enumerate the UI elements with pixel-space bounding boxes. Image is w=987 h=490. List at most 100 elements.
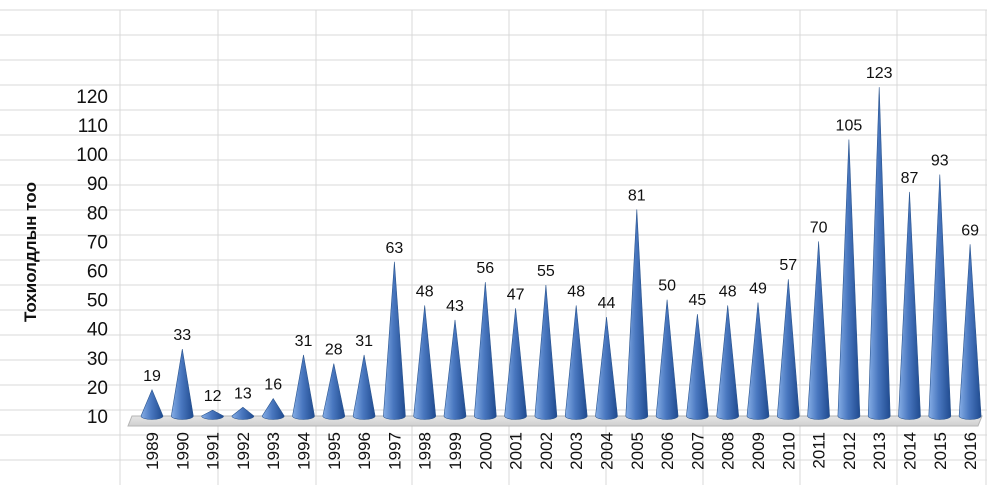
data-label: 28 xyxy=(325,342,343,359)
data-label: 93 xyxy=(931,152,949,169)
data-cone xyxy=(746,302,770,420)
x-tick-label: 2015 xyxy=(931,432,950,470)
data-label: 49 xyxy=(749,281,767,298)
y-tick-label: 70 xyxy=(87,232,108,253)
cone-body xyxy=(383,261,406,420)
data-label: 63 xyxy=(386,240,404,257)
cone-body xyxy=(140,389,164,420)
x-tick-label: 2013 xyxy=(870,432,889,470)
data-label: 13 xyxy=(234,385,252,402)
data-cone xyxy=(928,174,952,420)
data-label: 50 xyxy=(658,278,676,295)
y-tick-label: 120 xyxy=(76,87,108,108)
y-tick-label: 10 xyxy=(87,407,108,428)
data-label: 123 xyxy=(866,65,893,82)
data-label: 43 xyxy=(446,298,464,315)
x-axis-ticks: 1989 1990 1991 1992 1993 1994 1995 1996 1997 1998… xyxy=(143,432,980,470)
data-label: 57 xyxy=(779,257,797,274)
data-cone xyxy=(776,279,800,420)
data-cone xyxy=(201,409,224,420)
data-label: 16 xyxy=(264,377,282,394)
data-label: 48 xyxy=(719,283,737,300)
data-cone xyxy=(595,317,618,420)
y-tick-label: 100 xyxy=(76,145,108,166)
data-cone xyxy=(655,299,679,420)
data-label: 69 xyxy=(961,222,979,239)
y-tick-label: 110 xyxy=(78,116,108,137)
x-tick-label: 2002 xyxy=(537,432,556,470)
data-cone xyxy=(534,285,558,420)
data-cone xyxy=(837,139,861,420)
data-cone xyxy=(292,354,315,420)
data-cones xyxy=(140,87,982,420)
x-tick-label: 2007 xyxy=(688,432,707,470)
y-tick-label: 60 xyxy=(87,262,108,283)
cone-body xyxy=(655,299,679,420)
y-tick-label: 50 xyxy=(87,291,108,312)
cone-body xyxy=(595,317,618,420)
x-tick-label: 2009 xyxy=(749,432,768,470)
cone-body xyxy=(231,406,255,420)
y-tick-label: 40 xyxy=(87,320,108,341)
x-tick-label: 2010 xyxy=(779,432,798,470)
x-tick-label: 2008 xyxy=(719,432,738,470)
data-label: 55 xyxy=(537,263,555,280)
data-cone xyxy=(867,87,891,420)
cone-body xyxy=(534,285,558,420)
x-tick-label: 1996 xyxy=(355,432,374,470)
cone-body xyxy=(261,397,285,420)
cone-body xyxy=(807,241,830,420)
x-tick-label: 2012 xyxy=(840,432,859,470)
data-cone xyxy=(716,305,740,420)
x-tick-label: 2000 xyxy=(476,432,495,470)
cone-body xyxy=(686,314,709,420)
cone-body xyxy=(625,209,649,420)
x-tick-label: 1999 xyxy=(446,432,465,470)
data-cone xyxy=(383,261,406,420)
data-label: 31 xyxy=(355,333,373,350)
data-cone xyxy=(231,406,255,420)
data-cone xyxy=(413,305,437,420)
data-cone xyxy=(958,244,982,420)
data-label: 70 xyxy=(810,219,828,236)
x-tick-label: 2011 xyxy=(810,432,829,469)
x-tick-label: 2005 xyxy=(628,432,647,470)
x-tick-label: 1994 xyxy=(295,432,314,470)
y-tick-label: 30 xyxy=(87,349,108,370)
cone-body xyxy=(776,279,800,420)
cone-body xyxy=(443,319,467,420)
x-tick-label: 1990 xyxy=(173,432,192,470)
cone-body xyxy=(352,354,376,420)
x-tick-label: 1989 xyxy=(143,432,162,470)
data-cone xyxy=(352,354,376,420)
x-tick-label: 1995 xyxy=(325,432,344,470)
data-cone xyxy=(443,319,467,420)
y-axis-label: Тохиолдлын тоо xyxy=(21,182,40,322)
data-label: 45 xyxy=(689,292,707,309)
data-label: 47 xyxy=(507,286,525,303)
cone-body xyxy=(564,305,588,420)
data-label: 56 xyxy=(476,260,494,277)
data-cone xyxy=(807,241,830,420)
data-cone xyxy=(564,305,588,420)
cone-body xyxy=(837,139,861,420)
y-tick-label: 90 xyxy=(87,174,108,195)
cone-body xyxy=(170,349,194,420)
cone-body xyxy=(504,308,527,420)
cone-body xyxy=(473,282,497,420)
data-cone xyxy=(170,349,194,420)
x-tick-label: 2016 xyxy=(961,432,980,470)
cone-body xyxy=(292,354,315,420)
data-label: 31 xyxy=(295,333,313,350)
data-label: 12 xyxy=(204,388,222,405)
data-label: 81 xyxy=(628,187,646,204)
data-label: 48 xyxy=(567,283,585,300)
data-label: 48 xyxy=(416,283,434,300)
data-label: 33 xyxy=(173,327,191,344)
cone-body xyxy=(746,302,770,420)
data-label: 19 xyxy=(143,368,161,385)
data-labels: 19 33 12 13 16 31 28 31 63 48 43 56 47 55 48 44 81 50 45 48… xyxy=(143,65,979,405)
y-tick-label: 80 xyxy=(87,203,108,224)
data-label: 44 xyxy=(598,295,616,312)
